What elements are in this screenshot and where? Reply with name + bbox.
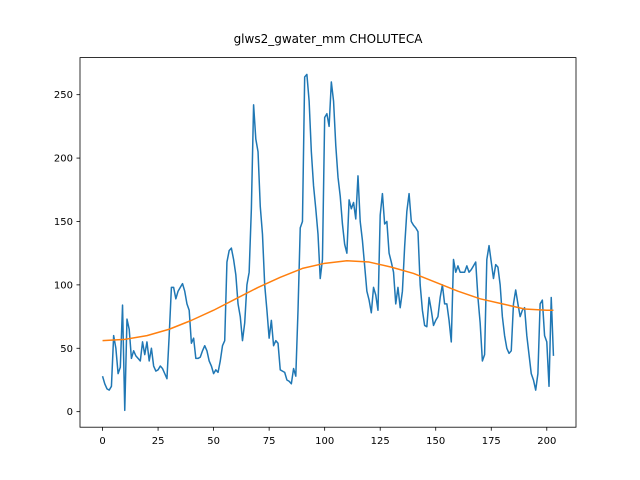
y-tick-label: 250 <box>54 90 73 101</box>
x-tick-label: 200 <box>537 436 556 447</box>
y-tick-label: 150 <box>54 217 73 228</box>
data-line <box>101 73 555 412</box>
x-tick-label: 100 <box>315 436 334 447</box>
y-tick-label: 100 <box>54 280 73 291</box>
x-tick-label: 175 <box>482 436 501 447</box>
plot-frame <box>79 57 577 428</box>
data-line <box>102 260 554 342</box>
y-tick-label: 200 <box>54 154 73 165</box>
x-tick-label: 150 <box>426 436 445 447</box>
chart-title: glws2_gwater_mm CHOLUTECA <box>234 32 424 46</box>
x-tick-label: 25 <box>152 436 165 447</box>
x-tick-label: 50 <box>207 436 220 447</box>
x-tick-label: 75 <box>263 436 276 447</box>
x-tick-label: 0 <box>99 436 105 447</box>
y-tick-label: 0 <box>67 407 73 418</box>
x-tick-label: 125 <box>371 436 390 447</box>
y-tick-label: 50 <box>60 344 73 355</box>
